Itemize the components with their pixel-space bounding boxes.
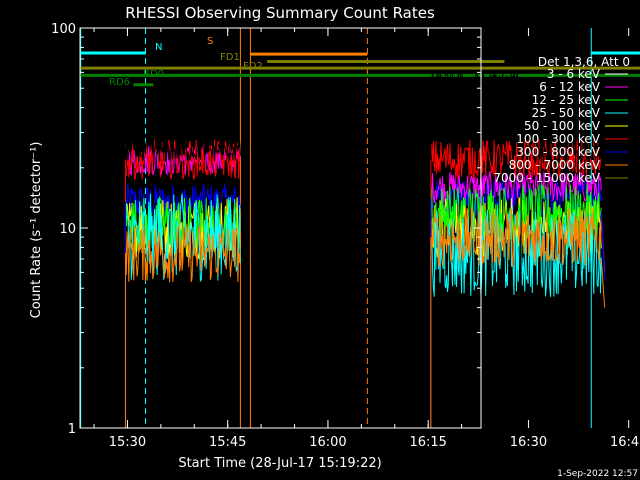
axes: 1 10 100 15:30 15:45 16:00 16:15 16:30 16:45 [51, 22, 640, 450]
state-label-fd1: FD1 [220, 52, 240, 63]
y-tick-label: 100 [51, 22, 76, 37]
x-tick-label: 15:30 [109, 435, 146, 450]
series-line [124, 144, 241, 176]
x-axis-label: Start Time (28-Jul-17 15:19:22) [178, 456, 381, 471]
series-line [124, 223, 241, 283]
x-tick-label: 16:00 [309, 435, 346, 450]
series-line [430, 209, 602, 297]
series-line [124, 139, 241, 181]
series-tail [600, 258, 606, 308]
series-line [124, 137, 241, 163]
state-label-fd2: FD2 [243, 61, 263, 72]
legend-entry-label: 300 - 800 keV [516, 145, 600, 159]
state-label-rd6: RD6 [109, 77, 130, 88]
legend-entry-label: 50 - 100 keV [524, 119, 601, 133]
state-label-s: S [207, 36, 213, 47]
y-tick-label: 10 [59, 222, 76, 237]
y-tick-label: 1 [68, 422, 76, 437]
y-axis-label: Count Rate (s⁻¹ detector⁻¹) [29, 142, 44, 319]
legend-entry-label: 3 - 6 keV [547, 67, 601, 81]
x-tick-label: 16:45 [610, 435, 640, 450]
series-line [430, 138, 602, 180]
legend-entry-label: 100 - 300 keV [516, 132, 600, 146]
legend-title: Det 1,3,6, Att 0 [538, 55, 630, 69]
series-line [430, 70, 522, 95]
legend-entry-label: 12 - 25 keV [532, 93, 601, 107]
legend-entry-label: 6 - 12 keV [539, 80, 601, 94]
series-line [430, 207, 602, 268]
legend-entry-label: 25 - 50 keV [532, 106, 601, 120]
chart-title: RHESSI Observing Summary Count Rates [125, 4, 435, 22]
series-tail [600, 212, 606, 280]
series-line [124, 193, 241, 283]
series-line [520, 138, 602, 164]
footer-timestamp: 1-Sep-2022 12:57 [557, 469, 638, 479]
state-label-rd0: RD0 [143, 69, 164, 80]
x-tick-label: 16:15 [409, 435, 446, 450]
legend-entry-label: 7000 - 15000 keV [493, 171, 600, 185]
x-tick-label: 15:45 [209, 435, 246, 450]
legend-entry-label: 800 - 7000 keV [509, 158, 601, 172]
x-tick-label: 16:30 [510, 435, 547, 450]
state-label-n: N [155, 42, 162, 53]
